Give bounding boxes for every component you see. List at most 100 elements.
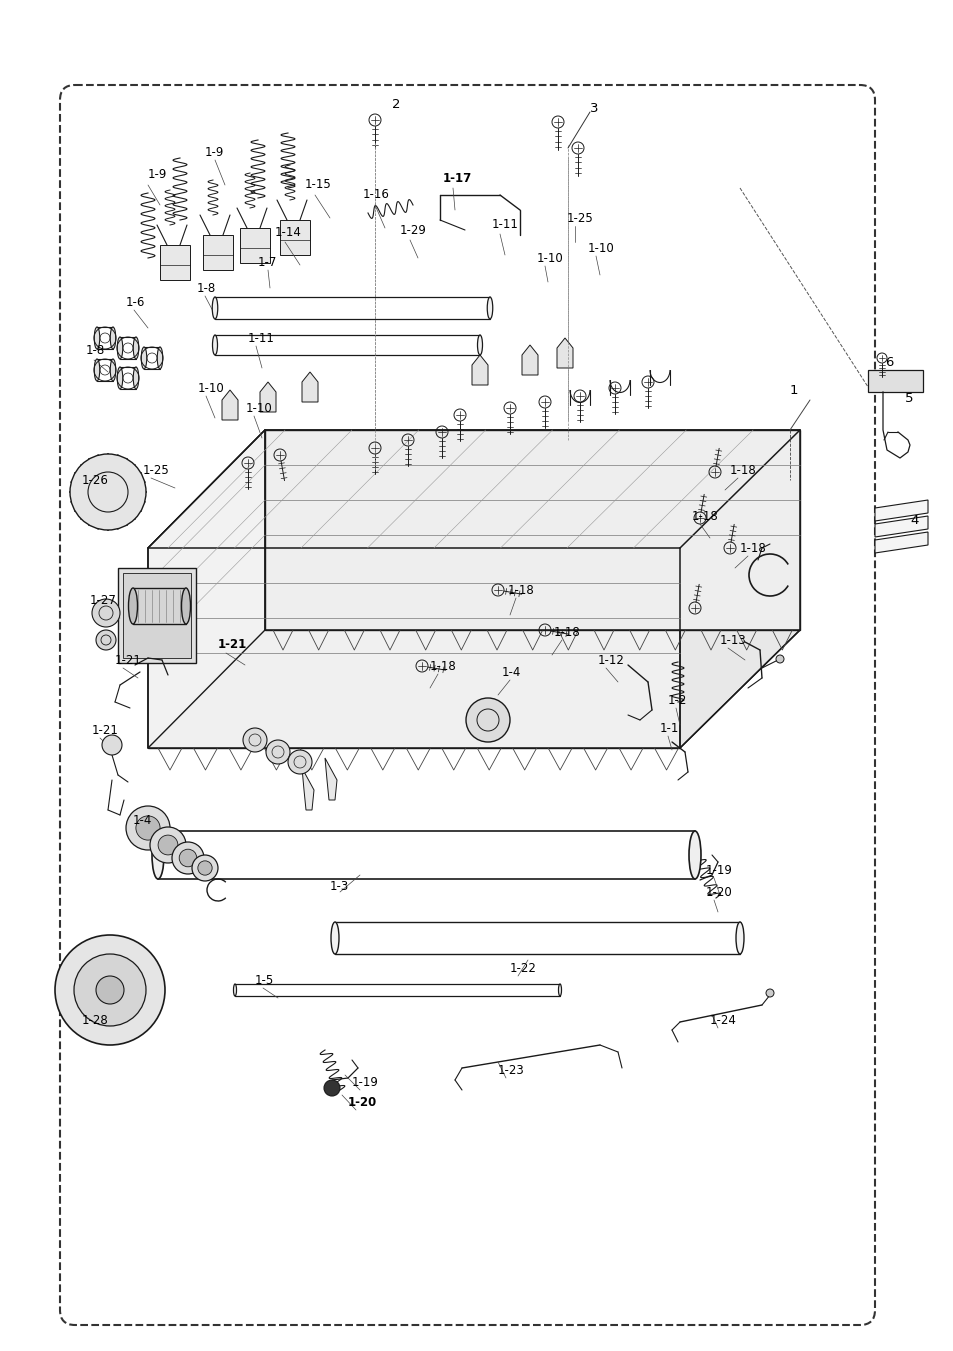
Text: 1-4: 1-4 (132, 813, 152, 827)
Circle shape (266, 740, 290, 765)
Ellipse shape (133, 336, 138, 359)
Ellipse shape (477, 335, 482, 355)
Text: 1-18: 1-18 (729, 463, 756, 477)
Text: 1-21: 1-21 (115, 654, 142, 666)
Text: 1-15: 1-15 (305, 178, 332, 192)
Text: 1-8: 1-8 (196, 281, 216, 295)
Text: 1-18: 1-18 (740, 542, 766, 554)
Ellipse shape (117, 367, 123, 389)
Text: 1-2: 1-2 (667, 693, 687, 707)
Ellipse shape (233, 984, 236, 996)
Text: 1-29: 1-29 (399, 223, 426, 236)
Ellipse shape (117, 336, 123, 359)
Ellipse shape (129, 588, 137, 624)
Circle shape (172, 842, 204, 874)
Circle shape (192, 855, 218, 881)
Polygon shape (240, 228, 270, 263)
Polygon shape (679, 430, 800, 748)
Text: 1-1: 1-1 (659, 721, 679, 735)
Polygon shape (280, 220, 310, 255)
Circle shape (96, 630, 116, 650)
Text: 1-6: 1-6 (126, 296, 145, 308)
Text: 1-22: 1-22 (510, 962, 537, 974)
Ellipse shape (688, 831, 700, 880)
Text: 1-4: 1-4 (501, 666, 521, 678)
Text: 1-10: 1-10 (198, 381, 225, 394)
Text: 1-10: 1-10 (537, 251, 563, 265)
Ellipse shape (212, 297, 217, 319)
Text: 4: 4 (909, 513, 918, 527)
Text: 1-23: 1-23 (497, 1063, 524, 1077)
Text: 1-10: 1-10 (587, 242, 614, 254)
Ellipse shape (111, 359, 115, 381)
Circle shape (70, 454, 146, 530)
Circle shape (243, 728, 267, 753)
Polygon shape (472, 355, 488, 385)
Polygon shape (874, 500, 927, 521)
Circle shape (91, 598, 120, 627)
Text: 1-5: 1-5 (254, 974, 274, 986)
Bar (123, 573, 191, 658)
Text: 1-24: 1-24 (709, 1013, 736, 1027)
Circle shape (55, 935, 165, 1046)
Text: 1-25: 1-25 (566, 212, 593, 224)
Circle shape (324, 1079, 339, 1096)
Text: 1-14: 1-14 (274, 226, 301, 239)
Polygon shape (874, 516, 927, 536)
Circle shape (288, 750, 312, 774)
Circle shape (775, 655, 783, 663)
Text: 6: 6 (884, 355, 892, 369)
Text: 1-9: 1-9 (148, 169, 167, 181)
Text: 1-18: 1-18 (507, 584, 535, 597)
Polygon shape (148, 430, 800, 549)
Text: 1-18: 1-18 (554, 626, 580, 639)
Circle shape (765, 989, 773, 997)
Text: 1-7: 1-7 (257, 255, 277, 269)
Text: 1-20: 1-20 (348, 1096, 376, 1109)
Polygon shape (302, 372, 317, 403)
Circle shape (150, 827, 186, 863)
Ellipse shape (487, 297, 493, 319)
Polygon shape (160, 245, 190, 280)
Text: 1-10: 1-10 (246, 401, 273, 415)
Circle shape (179, 850, 196, 867)
Polygon shape (557, 338, 573, 367)
Circle shape (102, 735, 122, 755)
Ellipse shape (94, 359, 100, 381)
Circle shape (197, 861, 212, 875)
Ellipse shape (558, 984, 561, 996)
Text: 1-3: 1-3 (330, 880, 349, 893)
Text: 1-13: 1-13 (720, 634, 746, 647)
Ellipse shape (735, 921, 743, 954)
Text: 1-16: 1-16 (363, 189, 390, 201)
Polygon shape (148, 430, 265, 748)
Text: 1-19: 1-19 (705, 863, 732, 877)
Polygon shape (148, 549, 679, 748)
Bar (118, 567, 195, 663)
Ellipse shape (133, 367, 138, 389)
Ellipse shape (94, 327, 100, 349)
Text: 1-26: 1-26 (82, 473, 109, 486)
Text: 1-19: 1-19 (352, 1075, 378, 1089)
Text: 1-21: 1-21 (218, 639, 247, 651)
Ellipse shape (213, 335, 217, 355)
Polygon shape (222, 390, 237, 420)
Polygon shape (874, 532, 927, 553)
Text: 1-21: 1-21 (91, 724, 119, 736)
Text: 1-17: 1-17 (442, 172, 472, 185)
Text: 1-20: 1-20 (705, 886, 732, 900)
Text: 1-12: 1-12 (598, 654, 624, 666)
Ellipse shape (331, 921, 338, 954)
Text: 1-27: 1-27 (90, 593, 117, 607)
Text: 1-8: 1-8 (86, 343, 105, 357)
Polygon shape (302, 767, 314, 811)
Text: 1-25: 1-25 (143, 463, 170, 477)
Text: 1-18: 1-18 (430, 659, 456, 673)
Polygon shape (260, 382, 275, 412)
Polygon shape (203, 235, 233, 270)
Text: 1: 1 (789, 384, 798, 396)
Text: 2: 2 (392, 99, 400, 112)
Ellipse shape (157, 347, 163, 369)
Text: 1-11: 1-11 (248, 331, 274, 345)
Ellipse shape (181, 588, 191, 624)
